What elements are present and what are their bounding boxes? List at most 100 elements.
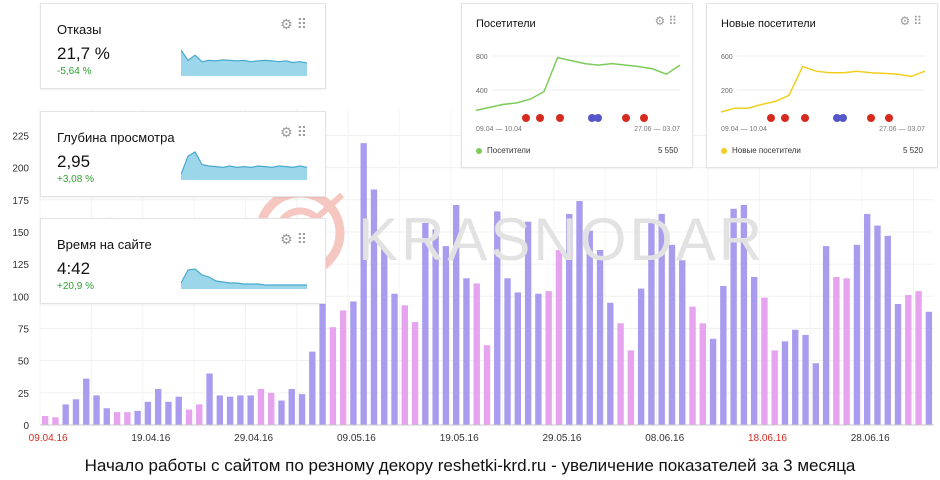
bar[interactable] xyxy=(175,396,182,425)
bar[interactable] xyxy=(134,410,141,425)
event-marker[interactable] xyxy=(640,114,648,122)
event-marker[interactable] xyxy=(801,114,809,122)
bar[interactable] xyxy=(853,244,861,425)
bar[interactable] xyxy=(925,311,933,425)
bar[interactable] xyxy=(154,388,162,425)
gear-icon[interactable]: ⚙ xyxy=(280,231,297,247)
event-marker[interactable] xyxy=(867,114,875,122)
bar[interactable] xyxy=(432,229,439,425)
bar[interactable] xyxy=(411,322,419,425)
bar[interactable] xyxy=(761,297,768,425)
drag-handle-icon[interactable]: ⠿ xyxy=(296,231,311,247)
bar[interactable] xyxy=(802,334,809,425)
event-marker[interactable] xyxy=(594,114,602,122)
bar[interactable] xyxy=(370,189,378,425)
bar[interactable] xyxy=(257,388,265,425)
bar[interactable] xyxy=(596,249,604,425)
bar[interactable] xyxy=(874,225,881,425)
bar[interactable] xyxy=(576,201,583,425)
bar[interactable] xyxy=(206,373,213,425)
gear-icon[interactable]: ⚙ xyxy=(280,16,297,32)
bar[interactable] xyxy=(124,412,131,425)
bar[interactable] xyxy=(514,292,522,425)
bar[interactable] xyxy=(915,291,922,425)
bar[interactable] xyxy=(165,401,172,425)
bar[interactable] xyxy=(442,246,450,425)
bar[interactable] xyxy=(905,295,912,425)
bar[interactable] xyxy=(422,222,429,425)
bar[interactable] xyxy=(185,409,193,425)
bar[interactable] xyxy=(247,395,254,425)
bar[interactable] xyxy=(894,304,902,425)
bar[interactable] xyxy=(566,213,573,425)
bar[interactable] xyxy=(93,395,100,425)
bar[interactable] xyxy=(278,400,285,425)
event-marker[interactable] xyxy=(767,114,775,122)
bar[interactable] xyxy=(268,392,275,425)
bar[interactable] xyxy=(771,350,778,425)
bar[interactable] xyxy=(545,291,552,425)
bar[interactable] xyxy=(607,302,614,425)
bar[interactable] xyxy=(648,222,655,425)
drag-handle-icon[interactable]: ⠿ xyxy=(913,14,925,28)
bar[interactable] xyxy=(792,329,799,425)
bar[interactable] xyxy=(689,306,696,425)
bar[interactable] xyxy=(843,278,850,425)
bar[interactable] xyxy=(452,204,460,425)
bar[interactable] xyxy=(329,327,337,425)
bar[interactable] xyxy=(83,378,90,425)
bar[interactable] xyxy=(740,204,748,425)
bar[interactable] xyxy=(555,249,563,425)
event-marker[interactable] xyxy=(522,114,530,122)
event-marker[interactable] xyxy=(536,114,544,122)
bar[interactable] xyxy=(309,351,316,425)
bar[interactable] xyxy=(781,341,789,425)
bar[interactable] xyxy=(350,301,357,425)
bar[interactable] xyxy=(833,277,840,425)
bar[interactable] xyxy=(41,415,49,425)
bar[interactable] xyxy=(637,288,645,425)
bar[interactable] xyxy=(360,143,367,425)
bar[interactable] xyxy=(617,323,624,425)
gear-icon[interactable]: ⚙ xyxy=(899,14,914,28)
event-marker[interactable] xyxy=(556,114,564,122)
bar[interactable] xyxy=(822,246,830,425)
bar[interactable] xyxy=(884,235,891,425)
drag-handle-icon[interactable]: ⠿ xyxy=(668,14,680,28)
bar[interactable] xyxy=(864,213,871,425)
event-marker[interactable] xyxy=(833,114,841,122)
bar[interactable] xyxy=(216,395,224,425)
bar[interactable] xyxy=(196,404,203,425)
bar[interactable] xyxy=(812,363,820,425)
bar[interactable] xyxy=(339,310,347,425)
event-marker[interactable] xyxy=(781,114,789,122)
bar[interactable] xyxy=(627,350,635,425)
bar[interactable] xyxy=(668,244,676,425)
drag-handle-icon[interactable]: ⠿ xyxy=(296,16,311,32)
bar[interactable] xyxy=(319,252,326,425)
bar[interactable] xyxy=(473,283,480,425)
bar[interactable] xyxy=(699,323,706,425)
event-marker[interactable] xyxy=(588,114,596,122)
bar[interactable] xyxy=(679,260,686,425)
bar[interactable] xyxy=(226,396,234,425)
bar[interactable] xyxy=(720,286,727,425)
bar[interactable] xyxy=(586,230,593,425)
bar[interactable] xyxy=(483,345,491,425)
event-marker[interactable] xyxy=(885,114,893,122)
bar[interactable] xyxy=(72,399,80,425)
bar[interactable] xyxy=(391,293,398,425)
bar[interactable] xyxy=(62,404,69,425)
bar[interactable] xyxy=(113,412,121,425)
event-marker[interactable] xyxy=(839,114,847,122)
gear-icon[interactable]: ⚙ xyxy=(280,124,297,140)
bar[interactable] xyxy=(103,408,110,425)
event-marker[interactable] xyxy=(622,114,630,122)
bar[interactable] xyxy=(237,395,244,425)
bar[interactable] xyxy=(658,213,665,425)
bar[interactable] xyxy=(401,305,408,425)
bar[interactable] xyxy=(730,208,737,425)
bar[interactable] xyxy=(288,388,295,425)
bar[interactable] xyxy=(535,293,542,425)
drag-handle-icon[interactable]: ⠿ xyxy=(296,124,311,140)
